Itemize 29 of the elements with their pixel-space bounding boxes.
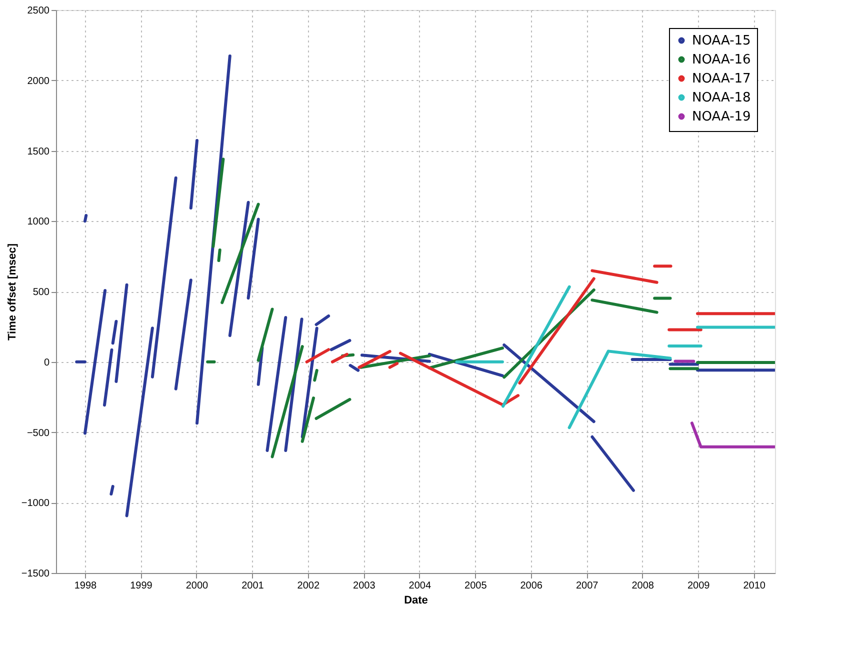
legend-label: NOAA-16 [692, 52, 751, 68]
x-tick-label: 1999 [130, 580, 153, 592]
y-axis-title: Time offset [msec] [6, 243, 18, 340]
x-tick-label: 1998 [74, 580, 98, 592]
x-tick-label: 2000 [186, 580, 209, 592]
x-tick-label: 2002 [297, 580, 320, 592]
x-tick-label: 2001 [242, 580, 264, 592]
y-tick-label: 2500 [27, 6, 50, 16]
x-tick-label: 2003 [353, 580, 376, 592]
x-tick-label: 2010 [743, 580, 766, 592]
legend-label: NOAA-19 [692, 110, 751, 124]
y-tick-label: −1000 [21, 498, 50, 510]
x-tick-label: 2005 [464, 580, 488, 592]
y-tick-label: 0 [44, 357, 50, 368]
y-tick-label: −1500 [21, 568, 50, 580]
legend-label: NOAA-15 [692, 34, 751, 48]
x-tick-label: 2008 [632, 580, 654, 592]
legend-label: NOAA-18 [692, 90, 751, 106]
y-tick-label: 500 [32, 287, 50, 298]
x-tick-label: 2004 [408, 580, 432, 592]
x-axis-title: Date [404, 594, 428, 606]
y-tick-label: 2000 [27, 76, 50, 87]
x-tick-label: 2006 [520, 580, 543, 592]
y-tick-label: 1500 [27, 146, 50, 158]
y-tick-label: 1000 [27, 216, 50, 228]
x-tick-label: 2009 [687, 580, 710, 592]
x-tick-label: 2007 [576, 580, 599, 592]
y-tick-label: −500 [26, 428, 50, 439]
legend-label: NOAA-17 [692, 72, 751, 86]
